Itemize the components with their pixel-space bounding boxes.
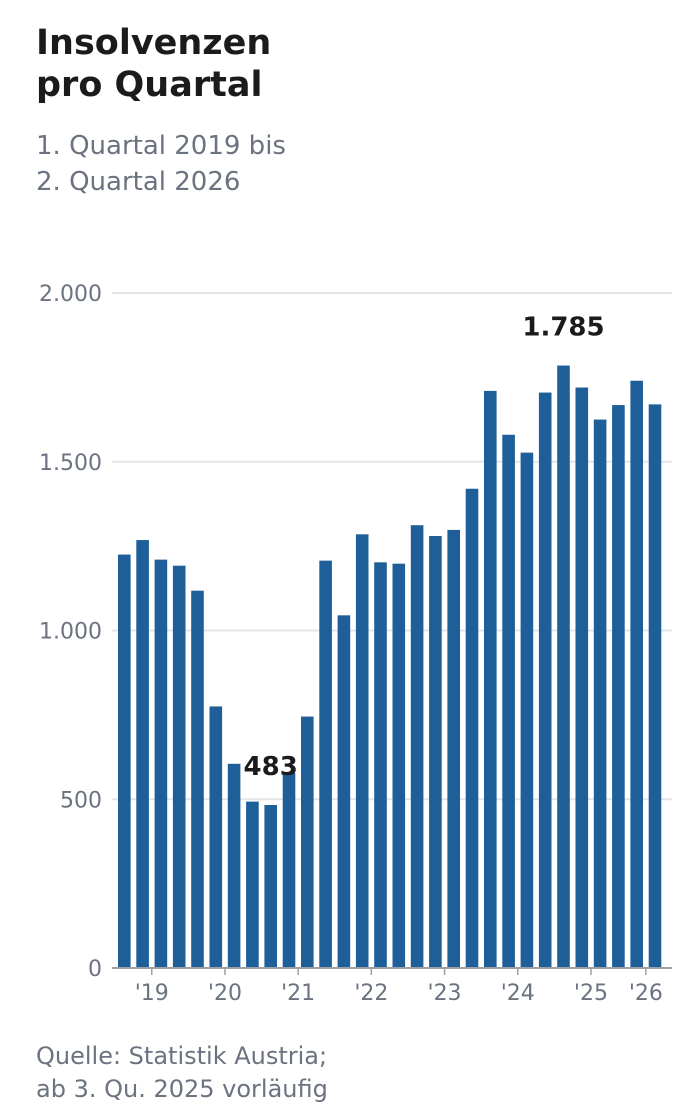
bar: [246, 801, 259, 968]
x-tick-label: '24: [501, 981, 535, 1006]
y-tick-label: 1.000: [39, 620, 102, 645]
bar: [520, 452, 534, 968]
bar: [136, 540, 149, 968]
bar: [575, 387, 589, 968]
bar: [612, 405, 625, 968]
source-note: Quelle: Statistik Austria; ab 3. Qu. 202…: [36, 1040, 656, 1106]
bar: [465, 488, 479, 968]
bar: [538, 392, 552, 968]
bar: [191, 590, 204, 968]
bar: [557, 365, 570, 968]
chart-title-line1: Insolvenzen: [36, 23, 272, 63]
bar: [502, 434, 515, 968]
bar: [648, 404, 662, 968]
y-tick-label: 0: [88, 957, 102, 982]
chart-subtitle: 1. Quartal 2019 bis 2. Quartal 2026: [36, 128, 636, 200]
chart-subtitle-line2: 2. Quartal 2026: [36, 167, 241, 197]
bar: [319, 560, 332, 968]
bar: [154, 559, 168, 968]
chart-title-line2: pro Quartal: [36, 65, 263, 105]
bar: [484, 390, 497, 968]
data-label: 483: [244, 752, 298, 782]
chart-subtitle-line1: 1. Quartal 2019 bis: [36, 131, 286, 161]
y-tick-label: 1.500: [39, 451, 102, 476]
bar: [172, 565, 186, 968]
chart-title: Insolvenzen pro Quartal: [36, 22, 636, 106]
bar: [392, 563, 406, 968]
bar: [355, 534, 369, 968]
source-line1: Quelle: Statistik Austria;: [36, 1042, 328, 1070]
x-tick-label: '25: [574, 981, 608, 1006]
data-label: 1.785: [522, 313, 604, 343]
x-tick-label: '23: [428, 981, 462, 1006]
x-tick-label: '26: [629, 981, 663, 1006]
bar: [118, 554, 131, 968]
source-line2: ab 3. Qu. 2025 vorläufig: [36, 1075, 328, 1103]
bar: [374, 562, 387, 968]
bar: [447, 529, 460, 968]
bar-chart: 0 500 1.000 1.500 2.000 '19 '20 '21 '22 '23 '24 '25…: [39, 282, 672, 1006]
bar: [630, 380, 643, 968]
x-tick-label: '22: [354, 981, 388, 1006]
bar: [593, 419, 607, 968]
bar: [264, 804, 277, 968]
bar: [410, 525, 424, 968]
bar: [301, 716, 314, 968]
bar: [282, 772, 296, 968]
bar: [209, 706, 223, 968]
x-tick-label: '20: [208, 981, 242, 1006]
y-tick-label: 2.000: [39, 282, 102, 307]
x-tick-label: '19: [135, 981, 169, 1006]
y-tick-label: 500: [60, 788, 102, 813]
bar: [227, 763, 241, 968]
bar: [429, 536, 442, 968]
x-tick-label: '21: [281, 981, 315, 1006]
bar: [337, 615, 351, 968]
